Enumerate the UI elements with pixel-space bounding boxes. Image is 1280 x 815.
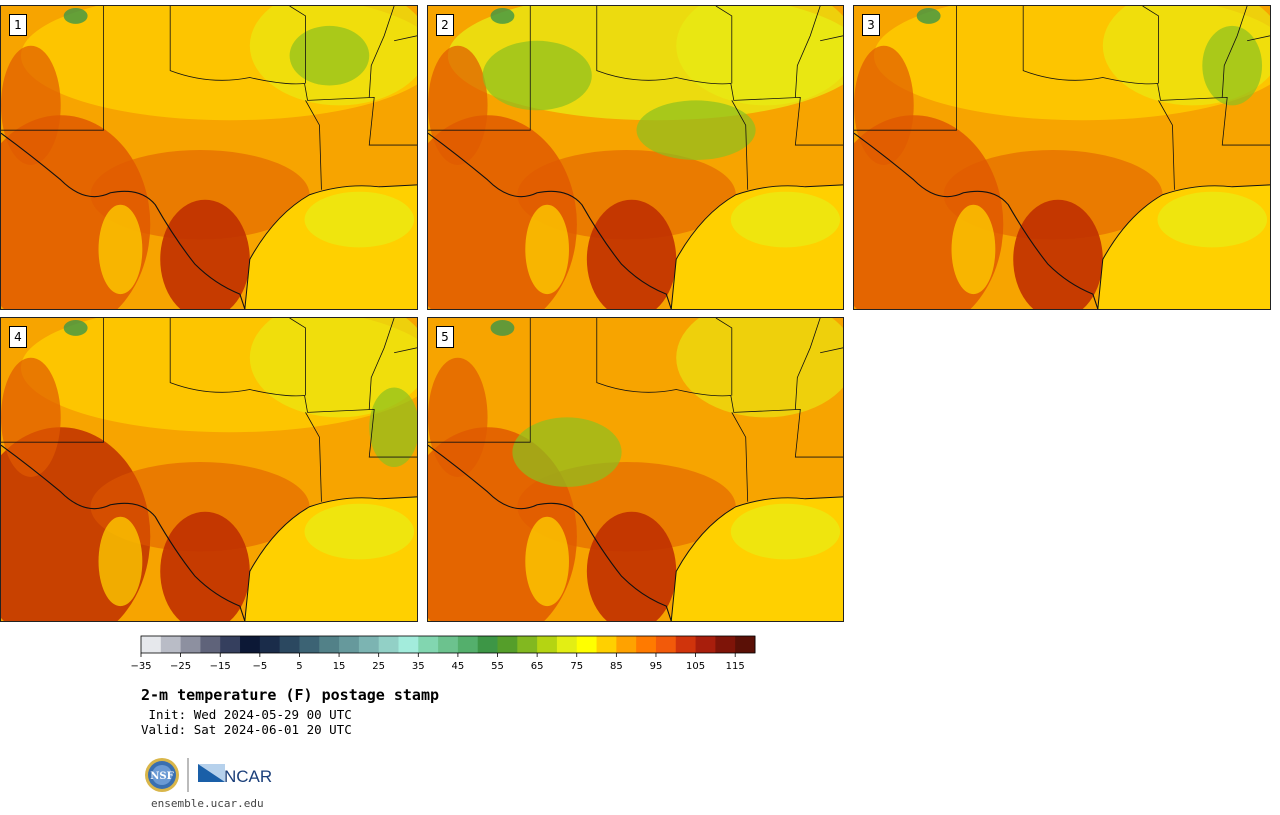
state-borders xyxy=(428,318,843,621)
colorbar-swatch xyxy=(636,636,657,653)
nsf-logo: NSF xyxy=(145,758,179,792)
colorbar-swatch xyxy=(378,636,399,653)
colorbar-swatch xyxy=(715,636,736,653)
colorbar-tick-label: −25 xyxy=(170,661,191,672)
colorbar-swatch xyxy=(537,636,558,653)
ncar-logo: NCAR xyxy=(198,764,272,786)
coastline xyxy=(244,496,417,621)
colorbar-swatch xyxy=(240,636,261,653)
colorbar-swatch xyxy=(141,636,162,653)
colorbar-tick-label: 35 xyxy=(412,661,425,672)
valid-label: Valid: xyxy=(141,722,187,737)
panel-label: 1 xyxy=(9,14,27,36)
mexico-border xyxy=(428,132,672,309)
valid-line: Valid: Sat 2024-06-01 20 UTC xyxy=(141,722,352,737)
colorbar-tick-label: 75 xyxy=(570,661,583,672)
ncar-logo-text: NCAR xyxy=(224,767,272,786)
colorbar-tick-label: −35 xyxy=(130,661,151,672)
colorbar-swatch xyxy=(675,636,697,653)
coastline xyxy=(244,184,417,309)
website-link[interactable]: ensemble.ucar.edu xyxy=(151,797,264,810)
colorbar-swatch xyxy=(319,636,340,653)
colorbar-tick-label: 65 xyxy=(531,661,544,672)
colorbar-swatch xyxy=(517,636,538,653)
colorbar-tick-label: 25 xyxy=(372,661,385,672)
colorbar-swatch xyxy=(596,636,617,653)
mexico-border xyxy=(428,444,672,621)
colorbar-swatch xyxy=(457,636,479,653)
map-panel-1 xyxy=(1,6,417,309)
colorbar-tick-label: −15 xyxy=(210,661,231,672)
map-panel-5 xyxy=(428,318,843,621)
colorbar-swatch xyxy=(160,636,182,653)
mexico-border xyxy=(854,132,1099,309)
colorbar-swatch xyxy=(418,636,439,653)
colorbar-swatch xyxy=(220,636,241,653)
panel-2: 2 xyxy=(427,5,844,310)
colorbar-tick-label: 105 xyxy=(686,661,705,672)
panel-5: 5 xyxy=(427,317,844,622)
colorbar-tick-label: 115 xyxy=(726,661,745,672)
coastline xyxy=(1097,184,1270,309)
coastline xyxy=(670,184,843,309)
coastline xyxy=(670,496,843,621)
init-label: Init: xyxy=(148,707,187,722)
page-title: 2-m temperature (F) postage stamp xyxy=(141,686,440,704)
colorbar-swatch xyxy=(655,636,677,653)
state-borders xyxy=(1,318,417,621)
temperature-field xyxy=(1,6,417,309)
colorbar-swatch xyxy=(477,636,499,653)
init-value: Wed 2024-05-29 00 UTC xyxy=(193,707,352,722)
colorbar-swatch xyxy=(299,636,320,653)
panel-4: 4 xyxy=(0,317,418,622)
colorbar-tick-label: 85 xyxy=(610,661,623,672)
colorbar-swatch xyxy=(180,636,201,653)
map-panel-2 xyxy=(428,6,843,309)
colorbar-swatch xyxy=(556,636,578,653)
state-borders xyxy=(1,6,417,309)
colorbar: −35 −25 −15 −5 5 15 25 35 45 55 65 75 85 95 105 115 xyxy=(130,635,756,672)
colorbar-border xyxy=(140,635,756,654)
colorbar-swatch xyxy=(358,636,380,653)
colorbar-swatch xyxy=(200,636,221,653)
colorbar-tick-label: 15 xyxy=(333,661,346,672)
colorbar-swatch xyxy=(339,636,360,653)
colorbar-tick-label: 95 xyxy=(650,661,663,672)
colorbar-swatch xyxy=(497,636,518,653)
colorbar-swatch xyxy=(259,636,281,653)
panel-label: 5 xyxy=(436,326,454,348)
panel-3: 3 xyxy=(853,5,1271,310)
colorbar-tick-label: −5 xyxy=(252,661,267,672)
colorbar-swatch xyxy=(576,636,598,653)
colorbar-swatch xyxy=(438,636,459,653)
panel-1: 1 xyxy=(0,5,418,310)
colorbar-swatch xyxy=(695,636,716,653)
map-panel-3 xyxy=(854,6,1270,309)
panel-label: 2 xyxy=(436,14,454,36)
panel-label: 4 xyxy=(9,326,27,348)
colorbar-tick-label: 5 xyxy=(296,661,302,672)
mexico-border xyxy=(1,444,246,621)
panel-label: 3 xyxy=(862,14,880,36)
colorbar-swatch xyxy=(279,636,300,653)
colorbar-tick-label: 45 xyxy=(452,661,465,672)
valid-value: Sat 2024-06-01 20 UTC xyxy=(193,722,352,737)
mexico-border xyxy=(1,132,246,309)
sponsor-logos: NSF NCAR xyxy=(145,758,272,792)
colorbar-swatch xyxy=(616,636,637,653)
state-borders xyxy=(428,6,843,309)
state-borders xyxy=(854,6,1270,309)
init-line: Init: Wed 2024-05-29 00 UTC xyxy=(141,707,352,722)
colorbar-swatch xyxy=(735,636,756,653)
colorbar-tick-label: 55 xyxy=(491,661,504,672)
map-panel-4 xyxy=(1,318,417,621)
nsf-logo-text: NSF xyxy=(150,771,173,782)
colorbar-swatch xyxy=(398,636,419,653)
